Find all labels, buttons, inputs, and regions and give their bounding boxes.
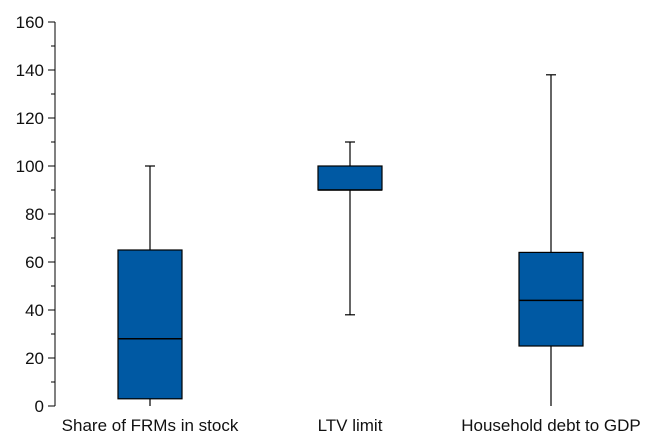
y-tick-label: 120 [16,109,44,128]
y-tick-label: 140 [16,61,44,80]
box-group [518,74,584,406]
y-tick-label: 160 [16,13,44,32]
y-tick-label: 60 [25,253,44,272]
y-tick-label: 100 [16,157,44,176]
iqr-box [117,249,183,400]
y-tick-label: 80 [25,205,44,224]
category-label: Household debt to GDP [461,416,641,434]
iqr-box [317,165,383,191]
y-tick-label: 40 [25,301,44,320]
box-group [317,141,383,316]
category-label: LTV limit [318,416,383,434]
boxes-layer [117,74,584,406]
box-group [117,165,183,406]
labels-layer: 0 20 40 60 80 100 120 140 160 Share of FRMs in st… [16,13,641,434]
y-tick-label: 20 [25,349,44,368]
iqr-box [518,251,584,347]
axes-layer [48,21,56,407]
y-tick-label: 0 [35,397,44,416]
category-label: Share of FRMs in stock [62,416,239,434]
